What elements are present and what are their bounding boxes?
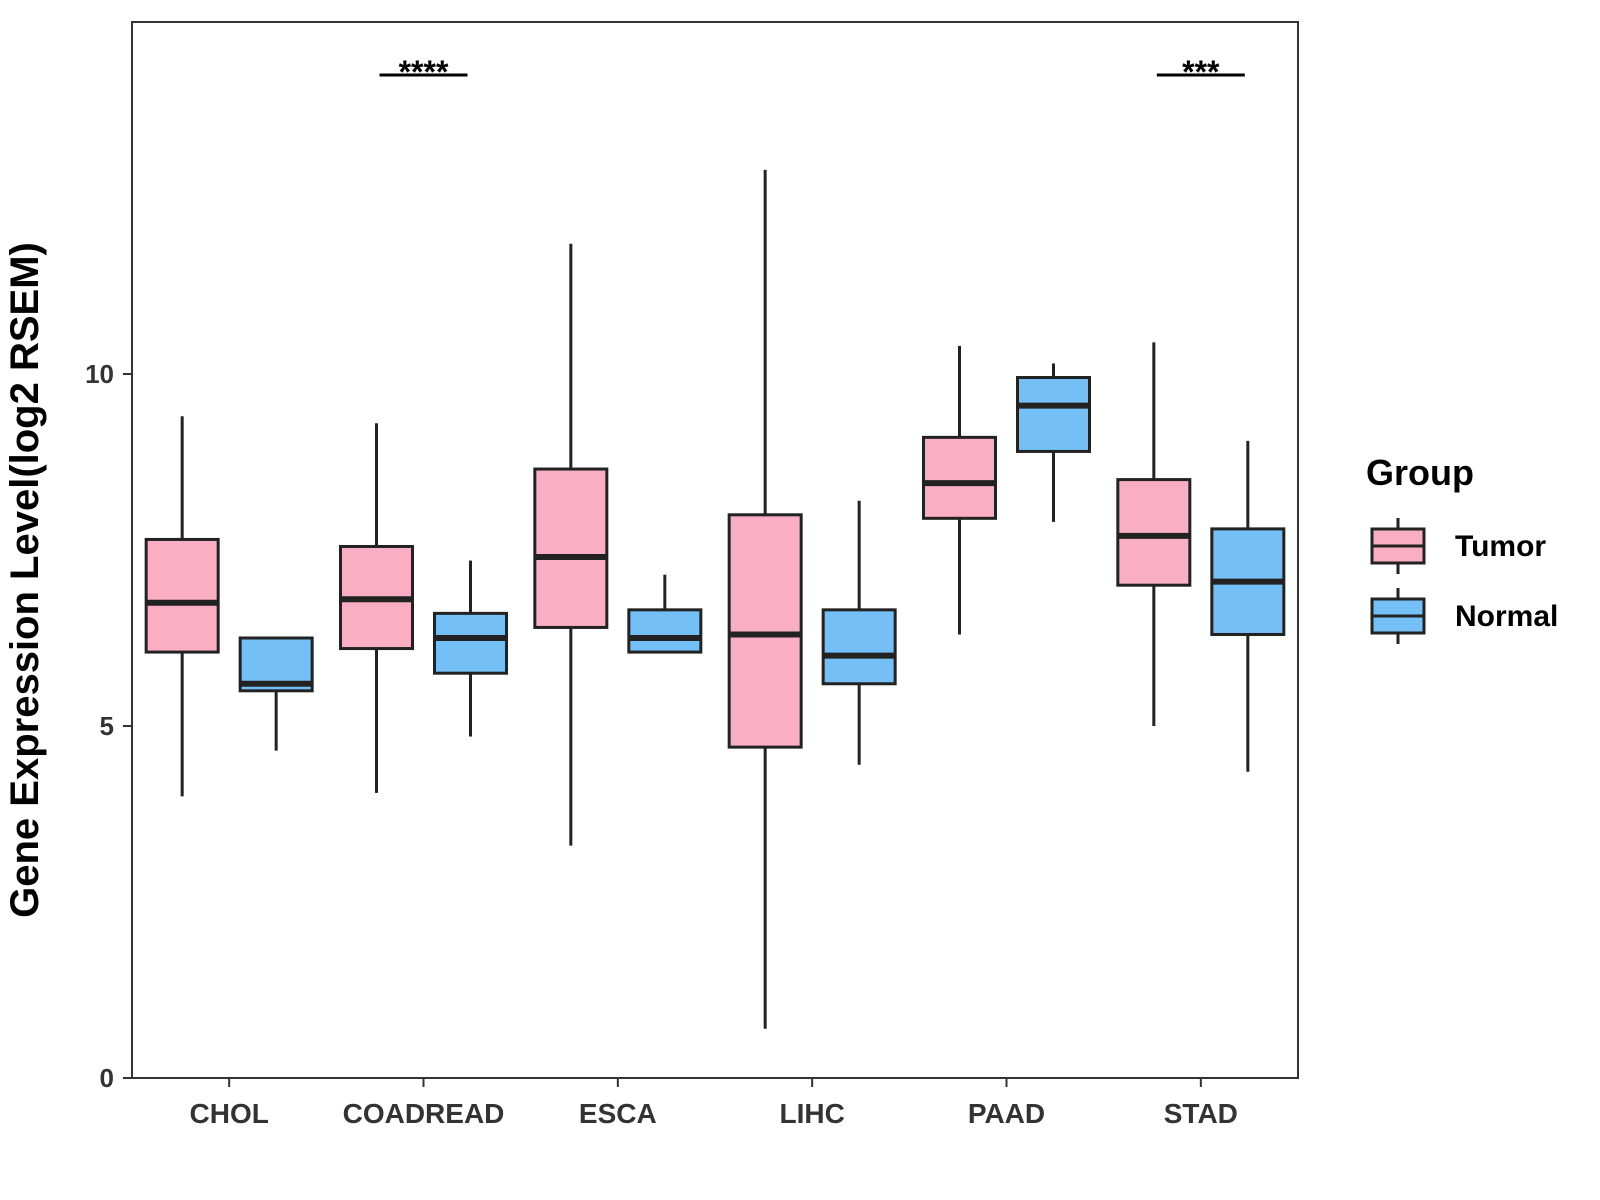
axis-layer: 0 5 10 CHOL COADREAD ESCA LIHC PAAD STAD xyxy=(85,359,1238,1129)
significance-layer: **** *** xyxy=(379,54,1245,90)
legend-title: Group xyxy=(1366,452,1474,493)
whisker-layer xyxy=(180,169,1250,1029)
x-tick-label-paad: PAAD xyxy=(968,1098,1045,1129)
legend: Group Tumor Normal xyxy=(1366,452,1558,644)
x-tick-label-stad: STAD xyxy=(1164,1098,1238,1129)
x-tick-label-esca: ESCA xyxy=(579,1098,657,1129)
y-tick-label-0: 0 xyxy=(100,1063,114,1093)
box-tumor-paad xyxy=(922,435,997,520)
box-normal-lihc xyxy=(821,608,897,686)
x-tick-label-coadread: COADREAD xyxy=(343,1098,505,1129)
y-axis-title: Gene Expression Level(log2 RSEM) xyxy=(3,242,47,918)
legend-label-tumor: Tumor xyxy=(1455,530,1546,563)
x-tick-label-lihc: LIHC xyxy=(780,1098,845,1129)
plot-panel-border xyxy=(131,21,1299,1079)
significance-label-stad: *** xyxy=(1182,54,1220,90)
y-tick-label-5: 5 xyxy=(100,711,114,741)
box-layer xyxy=(144,376,1286,749)
box-tumor-esca xyxy=(533,467,609,629)
x-tick-label-chol: CHOL xyxy=(190,1098,269,1129)
box-normal-coadread xyxy=(433,611,508,675)
box-tumor-chol xyxy=(144,537,220,654)
box-tumor-lihc xyxy=(727,513,803,749)
box-normal-paad xyxy=(1016,376,1091,453)
legend-label-normal: Normal xyxy=(1455,600,1558,633)
box-tumor-stad xyxy=(1116,478,1192,587)
box-normal-esca xyxy=(627,608,703,654)
significance-label-coadread: **** xyxy=(399,54,449,90)
y-tick-label-10: 10 xyxy=(85,359,114,389)
